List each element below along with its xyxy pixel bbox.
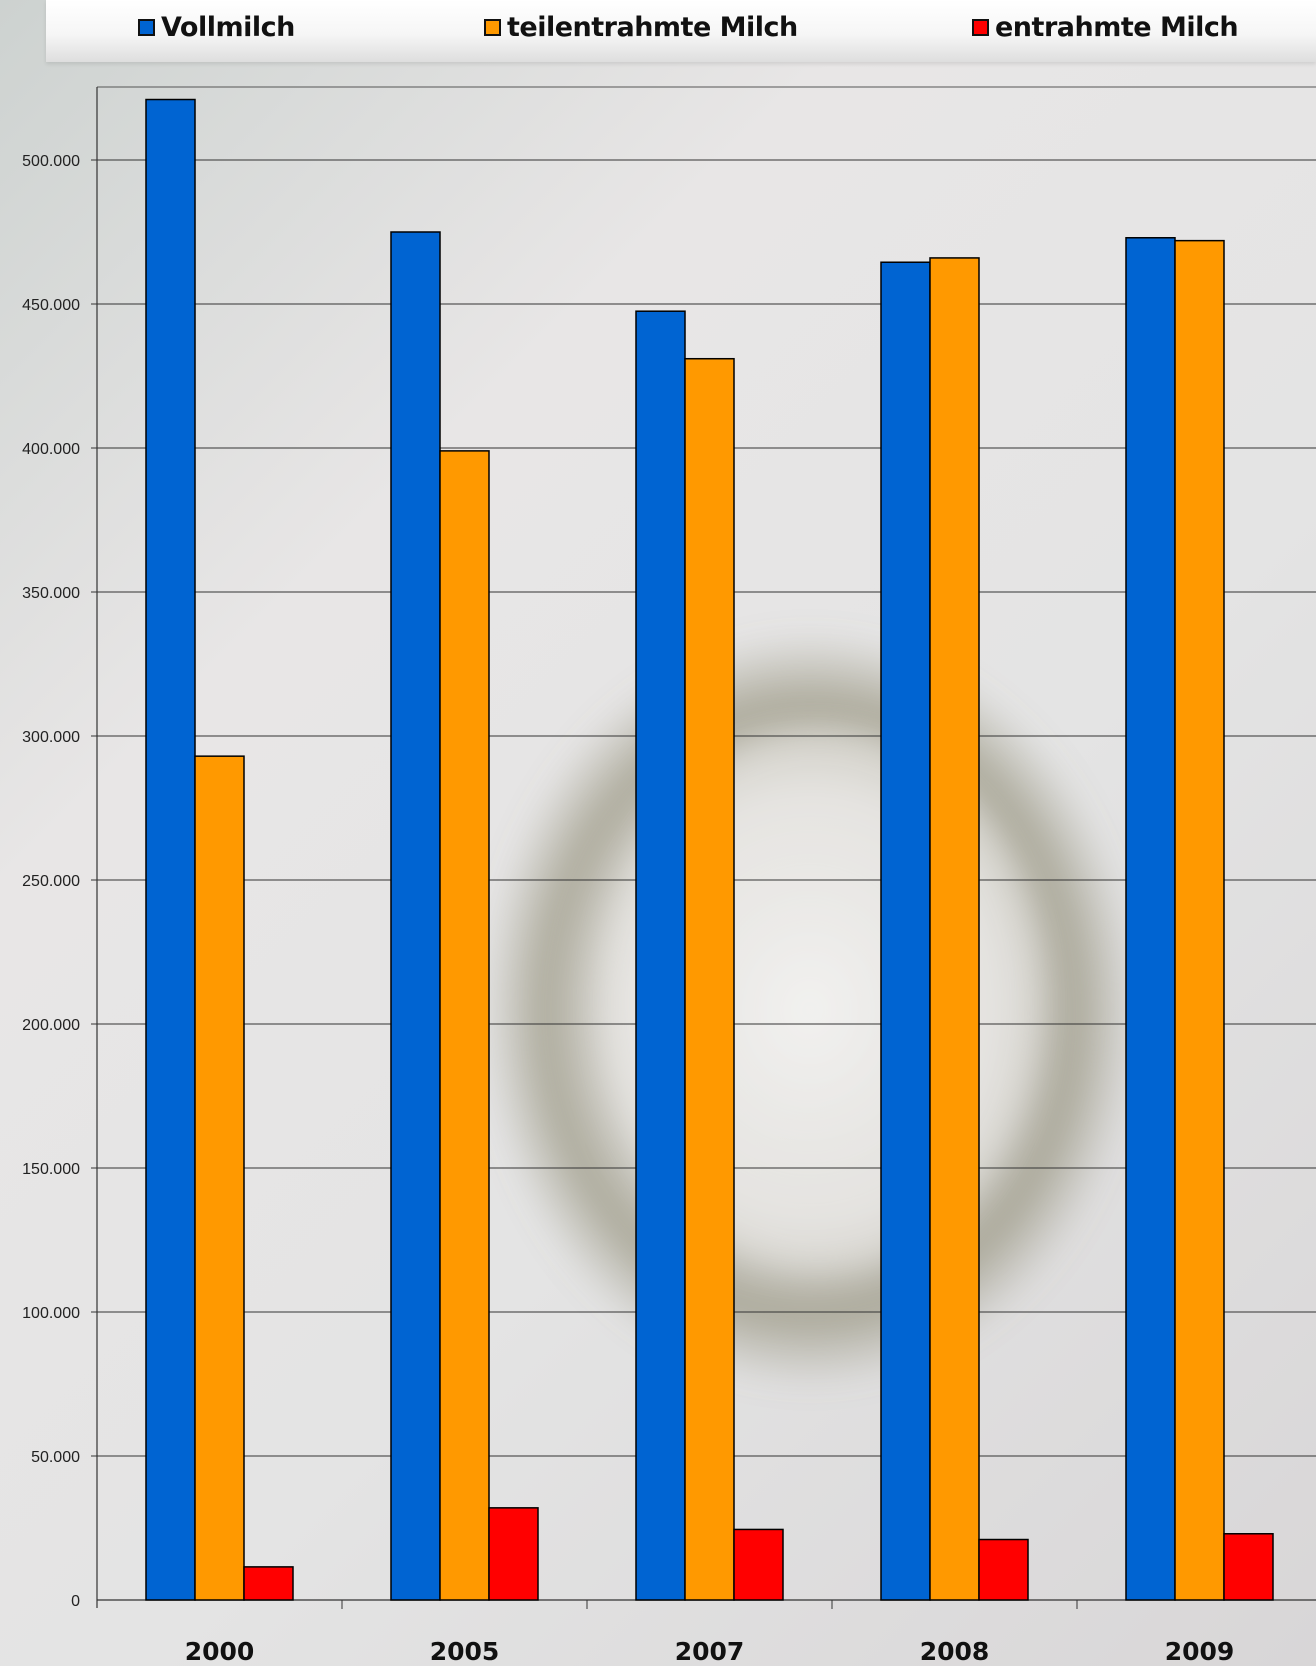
x-tick-label-2008: 2008 bbox=[920, 1637, 990, 1666]
bar-vollmilch-2000 bbox=[145, 98, 196, 1601]
y-tick-label: 300.000 bbox=[22, 729, 80, 746]
x-tick-label-2007: 2007 bbox=[675, 1637, 745, 1666]
bar-vollmilch-2007 bbox=[635, 310, 686, 1601]
x-tick-label-2005: 2005 bbox=[430, 1637, 500, 1666]
bar-vollmilch-2005 bbox=[390, 231, 441, 1601]
bar-entrahmte-milch-2007 bbox=[733, 1528, 784, 1601]
bar-teilentrahmte-milch-2007 bbox=[684, 357, 735, 1601]
y-tick-label: 500.000 bbox=[22, 153, 80, 170]
legend-item-entrahmte-milch: entrahmte Milch bbox=[972, 0, 1239, 54]
y-tick-label: 250.000 bbox=[22, 873, 80, 890]
y-tick-label: 0 bbox=[71, 1593, 80, 1610]
y-tick-label: 350.000 bbox=[22, 585, 80, 602]
y-tick-label: 150.000 bbox=[22, 1161, 80, 1178]
y-tick-label: 450.000 bbox=[22, 297, 80, 314]
legend-label-teilentrahmte-milch: teilentrahmte Milch bbox=[507, 11, 798, 43]
bar-teilentrahmte-milch-2000 bbox=[194, 755, 245, 1601]
legend-swatch-teilentrahmte-milch bbox=[484, 18, 501, 36]
x-tick-label-2000: 2000 bbox=[185, 1637, 255, 1666]
legend-label-entrahmte-milch: entrahmte Milch bbox=[995, 11, 1239, 43]
bar-entrahmte-milch-2008 bbox=[978, 1538, 1029, 1601]
bar-entrahmte-milch-2000 bbox=[243, 1566, 294, 1601]
legend-item-vollmilch: Vollmilch bbox=[138, 0, 295, 54]
bar-teilentrahmte-milch-2005 bbox=[439, 450, 490, 1601]
y-tick-label: 200.000 bbox=[22, 1017, 80, 1034]
chart-legend: Vollmilch teilentrahmte Milch entrahmte … bbox=[46, 0, 1316, 62]
bar-teilentrahmte-milch-2008 bbox=[929, 257, 980, 1601]
legend-item-teilentrahmte-milch: teilentrahmte Milch bbox=[484, 0, 798, 54]
legend-label-vollmilch: Vollmilch bbox=[161, 11, 295, 43]
x-tick-label-2009: 2009 bbox=[1165, 1637, 1235, 1666]
bar-vollmilch-2009 bbox=[1125, 237, 1176, 1601]
legend-swatch-entrahmte-milch bbox=[972, 18, 989, 36]
legend-swatch-vollmilch bbox=[138, 18, 155, 36]
bar-entrahmte-milch-2005 bbox=[488, 1507, 539, 1601]
bar-teilentrahmte-milch-2009 bbox=[1174, 239, 1225, 1601]
bar-vollmilch-2008 bbox=[880, 261, 931, 1601]
y-tick-label: 100.000 bbox=[22, 1305, 80, 1322]
y-tick-label: 50.000 bbox=[31, 1449, 80, 1466]
y-tick-label: 400.000 bbox=[22, 441, 80, 458]
bar-entrahmte-milch-2009 bbox=[1223, 1533, 1274, 1601]
